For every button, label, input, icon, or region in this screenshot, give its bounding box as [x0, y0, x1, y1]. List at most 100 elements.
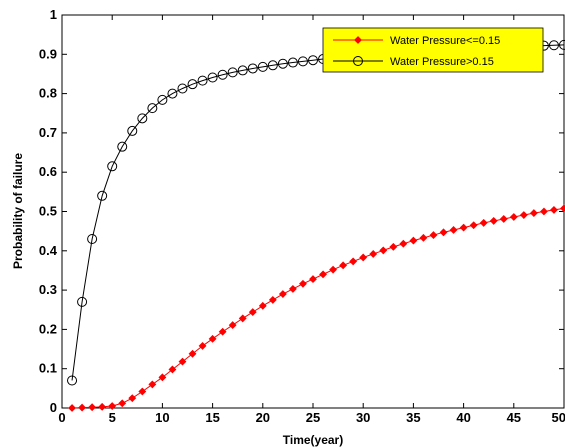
data-point	[277, 58, 288, 69]
legend-marker	[354, 36, 362, 44]
data-point	[439, 228, 448, 237]
x-tick-label: 45	[507, 410, 521, 425]
x-tick-label: 20	[256, 410, 270, 425]
data-point	[127, 125, 138, 136]
x-tick-label: 25	[306, 410, 320, 425]
data-point	[499, 215, 508, 223]
y-tick-label: 0.5	[39, 204, 57, 219]
data-point	[177, 83, 188, 94]
x-axis-label: Time(year)	[283, 433, 343, 447]
data-point	[429, 231, 438, 240]
x-tick-label: 5	[109, 410, 116, 425]
data-point	[107, 161, 118, 172]
x-tick-label: 35	[406, 410, 420, 425]
data-point	[519, 211, 528, 219]
legend-box	[322, 27, 544, 73]
data-point	[207, 72, 218, 83]
data-point	[409, 236, 418, 245]
data-point	[137, 113, 148, 124]
y-tick-label: 0.6	[39, 164, 57, 179]
y-axis-label: Probability of failure	[11, 153, 25, 269]
data-point	[187, 79, 198, 90]
data-point	[198, 341, 207, 350]
data-point	[138, 387, 147, 396]
data-point	[237, 65, 248, 76]
data-point	[399, 239, 408, 248]
data-point	[157, 94, 168, 105]
x-tick-label: 0	[58, 410, 65, 425]
data-point	[98, 402, 107, 411]
y-tick-label: 0.8	[39, 86, 57, 101]
x-tick-label: 30	[356, 410, 370, 425]
y-tick-label: 0.9	[39, 46, 57, 61]
data-point	[147, 103, 158, 114]
data-point	[257, 61, 268, 72]
series-1	[68, 204, 565, 412]
data-point	[118, 399, 127, 408]
data-point	[188, 349, 197, 358]
y-tick-label: 0.1	[39, 361, 57, 376]
x-tick-label: 10	[155, 410, 169, 425]
data-point	[489, 217, 498, 225]
legend-label: Water Pressure<=0.15	[390, 35, 500, 47]
y-tick-label: 0.3	[39, 282, 57, 297]
data-point	[349, 257, 358, 266]
data-point	[550, 206, 558, 214]
data-point	[77, 296, 88, 307]
data-point	[509, 213, 518, 221]
data-point	[117, 141, 128, 152]
data-point	[539, 207, 548, 216]
y-tick-label: 0.7	[39, 125, 57, 140]
data-point	[217, 69, 228, 80]
data-point	[339, 261, 348, 270]
data-point	[238, 314, 247, 323]
data-point	[359, 253, 368, 262]
data-point	[419, 233, 428, 242]
data-point	[178, 357, 187, 366]
data-point	[479, 218, 488, 227]
legend: Water Pressure<=0.15 Water Pressure>0.15	[322, 27, 544, 73]
data-point	[288, 284, 297, 293]
data-point	[87, 234, 98, 245]
data-point	[297, 56, 308, 67]
data-point	[268, 296, 277, 304]
data-point	[287, 57, 298, 68]
x-tick-label: 15	[205, 410, 219, 425]
data-point	[197, 75, 208, 86]
data-point	[449, 226, 458, 234]
data-point	[459, 223, 468, 232]
data-point	[167, 88, 178, 99]
data-point	[379, 246, 388, 255]
data-point	[248, 308, 257, 317]
data-point	[247, 63, 258, 74]
y-tick-label: 0.2	[39, 321, 57, 336]
y-tick-label: 0.4	[39, 243, 58, 258]
data-point	[389, 242, 398, 251]
data-point	[228, 321, 237, 330]
data-point	[309, 275, 317, 284]
data-point	[299, 279, 307, 288]
data-point	[559, 39, 565, 50]
data-point	[548, 40, 559, 51]
y-axis-ticks: 0 0.1 0.2 0.3 0.4 0.5 0.6 0.7 0.8 0.9 1	[39, 7, 564, 415]
x-tick-label: 40	[456, 410, 470, 425]
data-point	[218, 327, 227, 336]
data-point	[267, 60, 278, 71]
data-point	[168, 365, 177, 374]
plot-area	[61, 14, 565, 409]
data-point	[227, 67, 238, 78]
x-tick-label: 50	[552, 410, 565, 425]
data-point	[369, 250, 378, 258]
data-point	[529, 209, 538, 217]
data-point	[278, 290, 287, 298]
data-point	[78, 403, 87, 412]
data-point	[128, 394, 137, 403]
data-point	[88, 403, 97, 412]
data-point	[67, 375, 78, 386]
legend-label: Water Pressure>0.15	[390, 56, 494, 68]
data-point	[108, 402, 117, 410]
data-point	[158, 373, 167, 382]
y-tick-label: 0	[50, 400, 57, 415]
data-point	[560, 204, 565, 213]
